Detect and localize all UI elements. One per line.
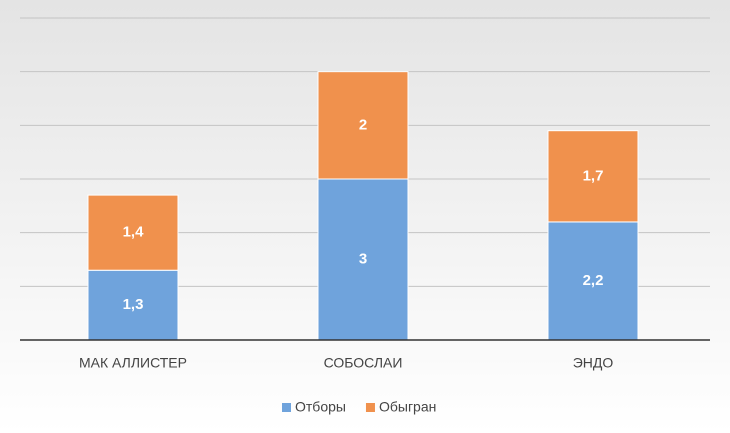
legend-label: Обыгран xyxy=(379,399,436,415)
value-label: 1,7 xyxy=(583,167,604,184)
x-tick-label: ЭНДО xyxy=(573,355,614,371)
value-label: 2,2 xyxy=(583,272,604,289)
bar-segment xyxy=(87,194,179,271)
value-label: 1,3 xyxy=(123,296,144,313)
x-tick-label: СОБОСЛАИ xyxy=(324,355,403,371)
value-label: 3 xyxy=(359,250,367,267)
x-tick-label: МАК АЛЛИСТЕР xyxy=(79,355,187,371)
bar-segment xyxy=(317,71,409,180)
legend-swatch xyxy=(282,403,291,412)
value-label: 2 xyxy=(359,116,367,133)
bar-segment xyxy=(547,221,639,341)
bar-segment xyxy=(547,130,639,223)
value-label: 1,4 xyxy=(123,224,145,241)
legend-label: Отборы xyxy=(295,399,346,415)
legend-swatch xyxy=(365,403,375,412)
